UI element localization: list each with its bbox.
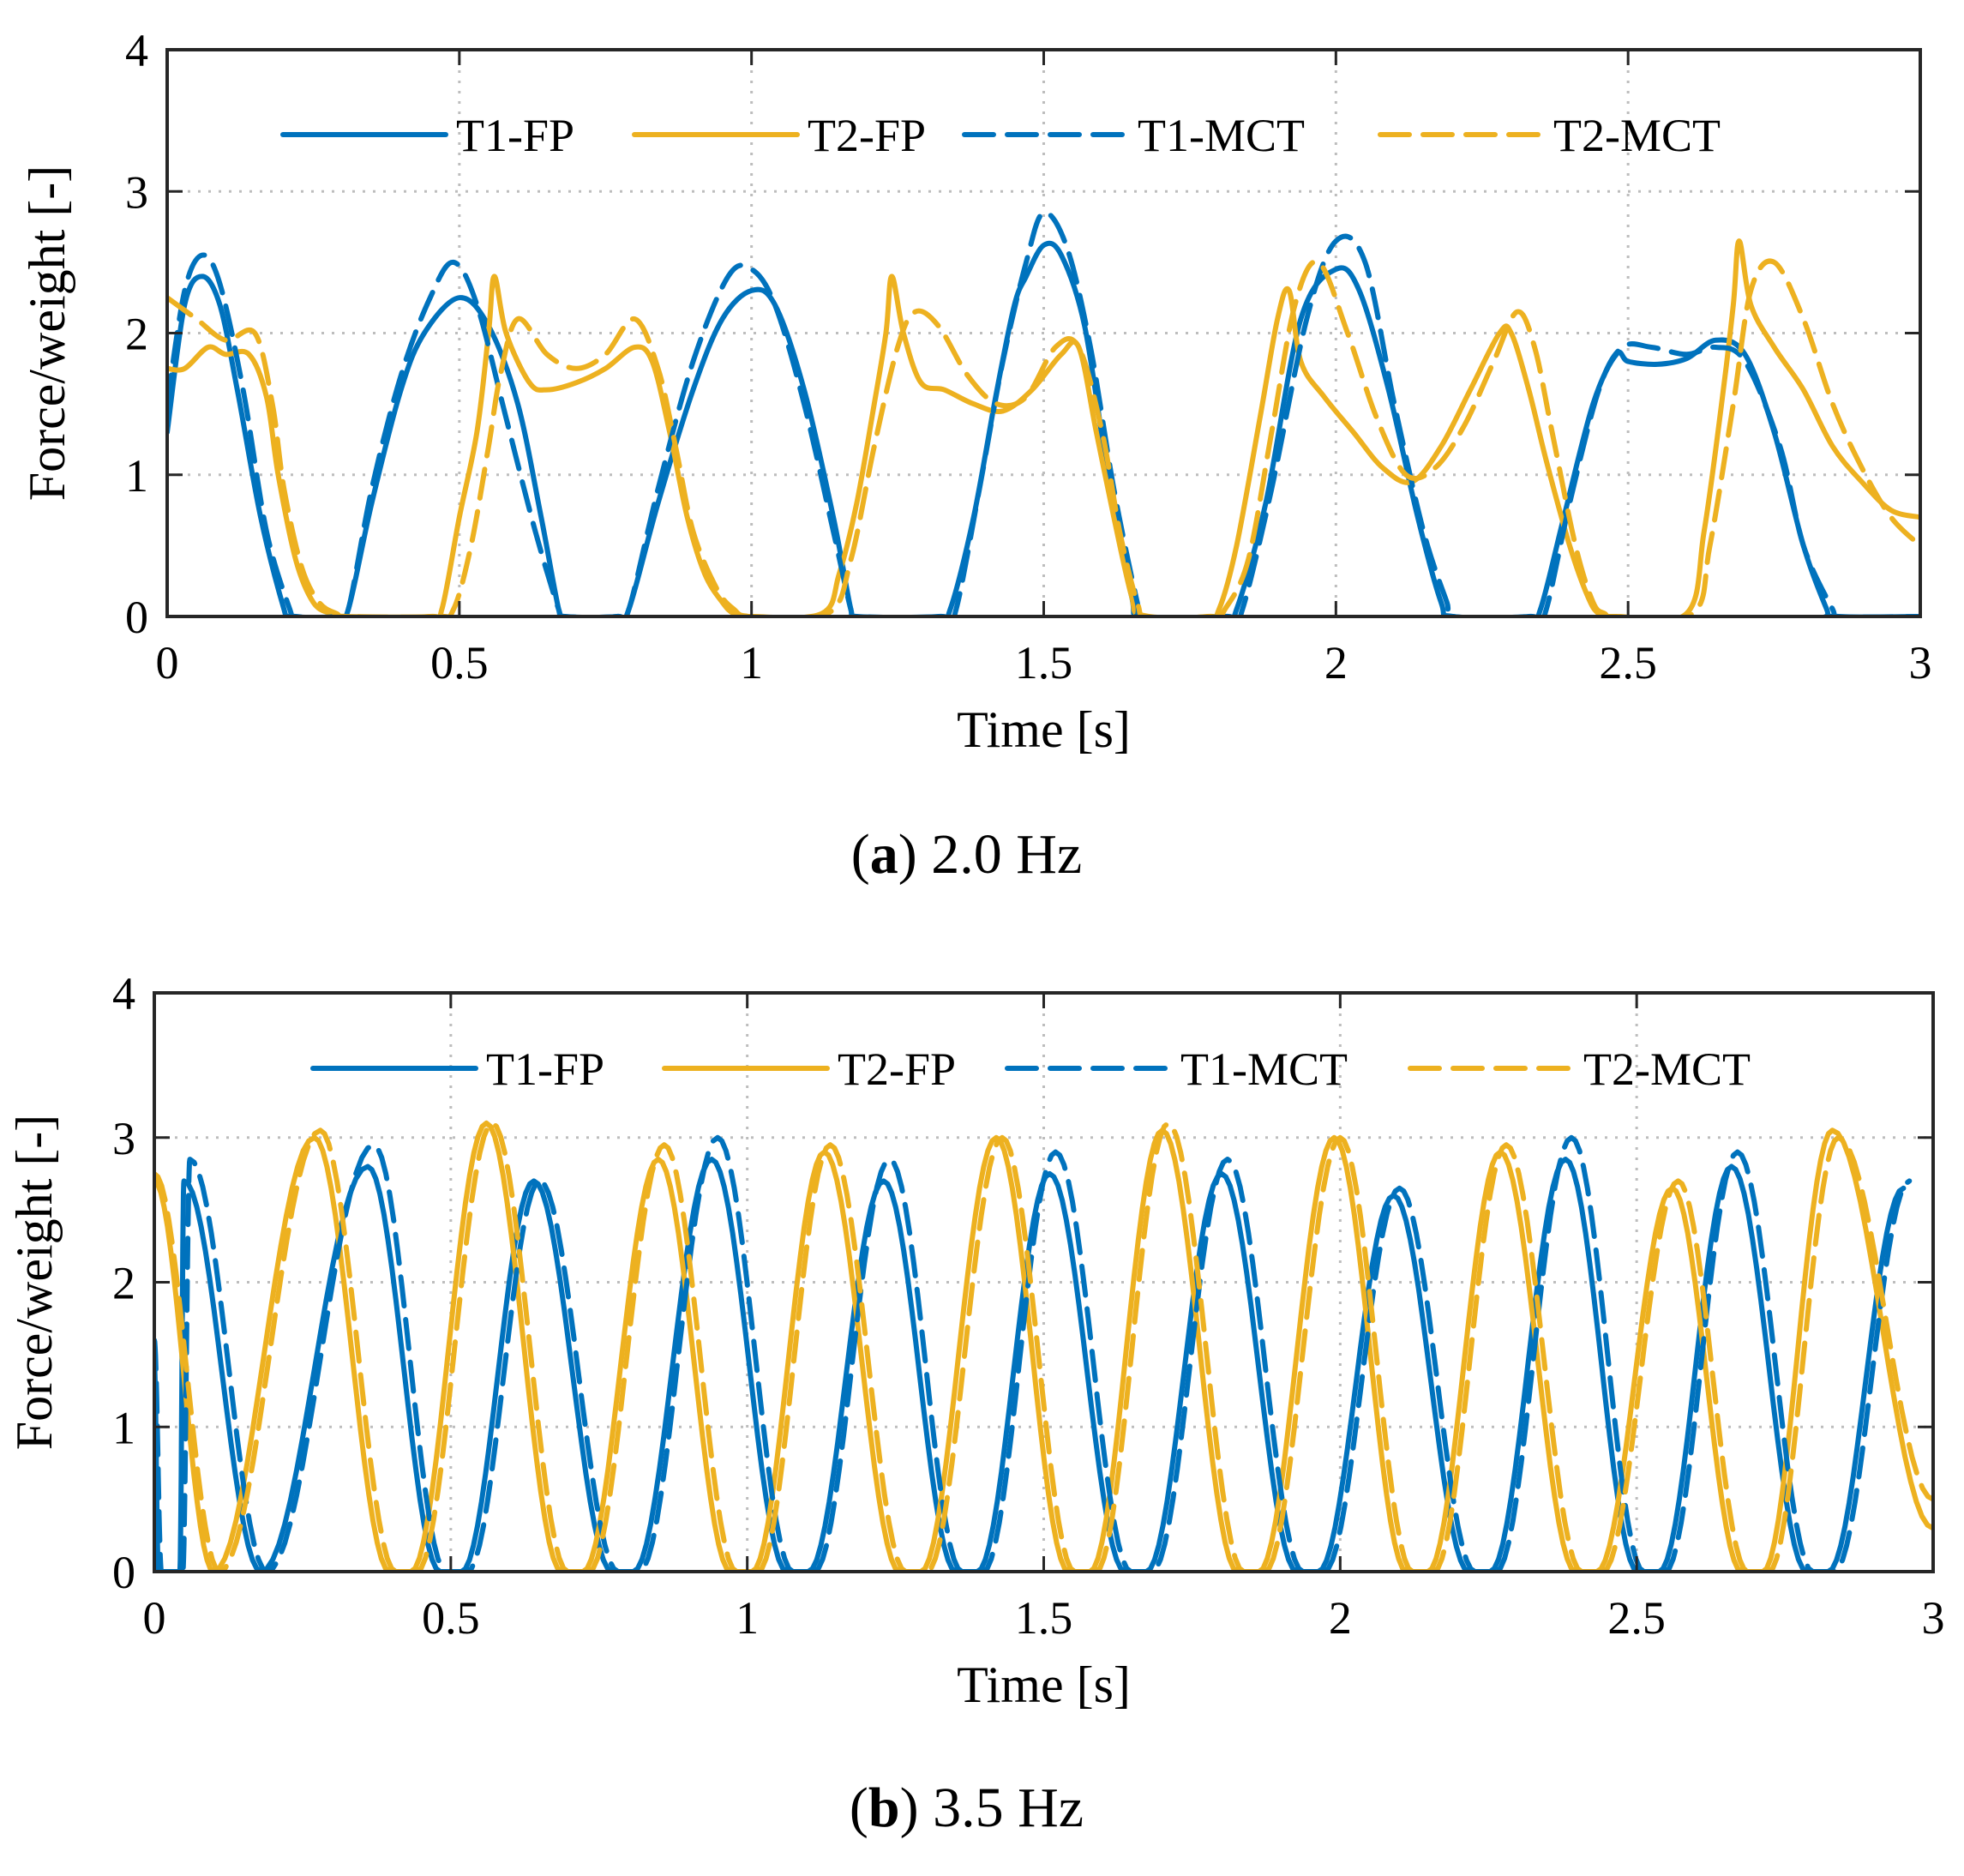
y-tick-label-a-0: 0 — [125, 592, 148, 643]
y-tick-label-b-4: 4 — [112, 968, 135, 1019]
legend-label-t2-mct-b: T2-MCT — [1583, 1043, 1751, 1095]
panel-b: 0 0.5 1 1.5 2 2.5 3 0 1 2 3 4 T1-FP T2-FP T1-MCT T2-MC… — [6, 968, 1945, 1839]
x-tick-label-b-3: 1.5 — [1015, 1592, 1073, 1644]
x-tick-label-a-6: 3 — [1909, 637, 1932, 688]
y-axis-label-b: Force/weight [-] — [6, 1115, 63, 1451]
x-tick-label-a-4: 2 — [1324, 637, 1348, 688]
y-tick-label-a-1: 1 — [125, 450, 148, 502]
series-t1-mct-line-a — [167, 209, 1920, 618]
x-tick-label-b-1: 0.5 — [422, 1592, 480, 1644]
x-axis-label-b: Time [s] — [957, 1657, 1131, 1713]
x-tick-label-b-4: 2 — [1329, 1592, 1352, 1644]
caption-b-text: 3.5 Hz — [933, 1777, 1084, 1839]
caption-a-letter: a — [870, 823, 898, 886]
grid-a — [167, 50, 1920, 616]
series-t2-mct-line-a — [167, 258, 1920, 618]
legend-label-t2-mct-a: T2-MCT — [1553, 110, 1721, 161]
legend-label-t2-fp-b: T2-FP — [838, 1043, 956, 1095]
y-tick-label-b-0: 0 — [112, 1547, 135, 1598]
x-tick-label-a-0: 0 — [156, 637, 179, 688]
x-axis-label-a: Time [s] — [957, 701, 1131, 758]
x-tick-label-b-2: 1 — [736, 1592, 759, 1644]
legend-label-t1-mct-b: T1-MCT — [1180, 1043, 1348, 1095]
ticks-a: 0 0.5 1 1.5 2 2.5 3 0 1 2 3 4 — [125, 25, 1932, 688]
y-tick-label-b-3: 3 — [112, 1113, 135, 1164]
legend-label-t2-fp-a: T2-FP — [808, 110, 926, 161]
caption-a: (a) 2.0 Hz — [851, 823, 1082, 886]
x-tick-label-b-0: 0 — [143, 1592, 166, 1644]
plot-lines-a — [167, 209, 1920, 618]
caption-b: (b) 3.5 Hz — [850, 1777, 1084, 1839]
legend-label-t1-fp-b: T1-FP — [486, 1043, 604, 1095]
x-tick-label-a-1: 0.5 — [430, 637, 489, 688]
x-tick-label-a-5: 2.5 — [1599, 637, 1657, 688]
legend-label-t1-fp-a: T1-FP — [456, 110, 574, 161]
legend-b: T1-FP T2-FP T1-MCT T2-MCT — [310, 1043, 1751, 1095]
caption-a-text: 2.0 Hz — [931, 823, 1082, 886]
y-tick-label-a-3: 3 — [125, 166, 148, 218]
legend-a: T1-FP T2-FP T1-MCT T2-MCT — [280, 110, 1721, 161]
x-tick-label-b-6: 3 — [1922, 1592, 1945, 1644]
y-tick-label-a-2: 2 — [125, 309, 148, 360]
panel-a: 0 0.5 1 1.5 2 2.5 3 0 1 2 3 4 T1-FP T2-FP T1-MCT T2-MC… — [19, 25, 1932, 886]
y-tick-label-b-1: 1 — [112, 1402, 135, 1453]
caption-b-letter: b — [868, 1777, 900, 1839]
y-tick-label-b-2: 2 — [112, 1258, 135, 1309]
y-axis-label-a: Force/weight [-] — [19, 165, 75, 502]
y-tick-label-a-4: 4 — [125, 25, 148, 76]
x-tick-label-a-3: 1.5 — [1015, 637, 1073, 688]
legend-label-t1-mct-a: T1-MCT — [1138, 110, 1305, 161]
x-tick-label-b-5: 2.5 — [1607, 1592, 1666, 1644]
ticks-b: 0 0.5 1 1.5 2 2.5 3 0 1 2 3 4 — [112, 968, 1945, 1644]
plot-lines-b — [154, 1120, 1933, 1573]
x-tick-label-a-2: 1 — [740, 637, 763, 688]
